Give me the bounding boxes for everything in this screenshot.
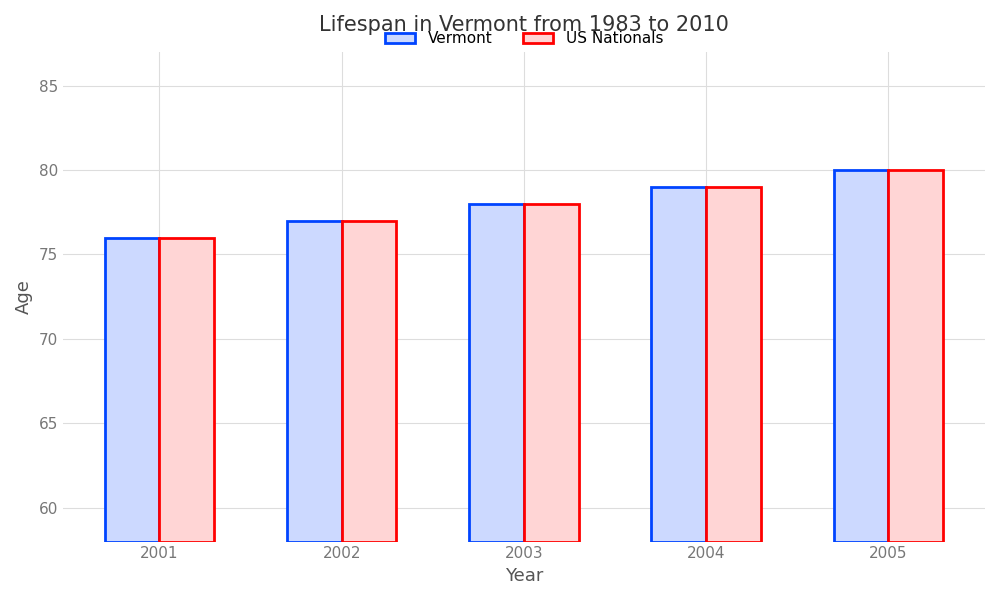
Y-axis label: Age: Age [15,279,33,314]
Bar [706,187,761,542]
Bar [834,170,888,542]
Bar [159,238,214,542]
Bar [888,170,943,542]
X-axis label: Year: Year [505,567,543,585]
Title: Lifespan in Vermont from 1983 to 2010: Lifespan in Vermont from 1983 to 2010 [319,15,729,35]
Bar [342,221,396,542]
Bar [651,187,706,542]
Legend: Vermont, US Nationals: Vermont, US Nationals [379,25,669,52]
Bar [469,204,524,542]
Bar [524,204,579,542]
Bar [287,221,342,542]
Bar [105,238,159,542]
